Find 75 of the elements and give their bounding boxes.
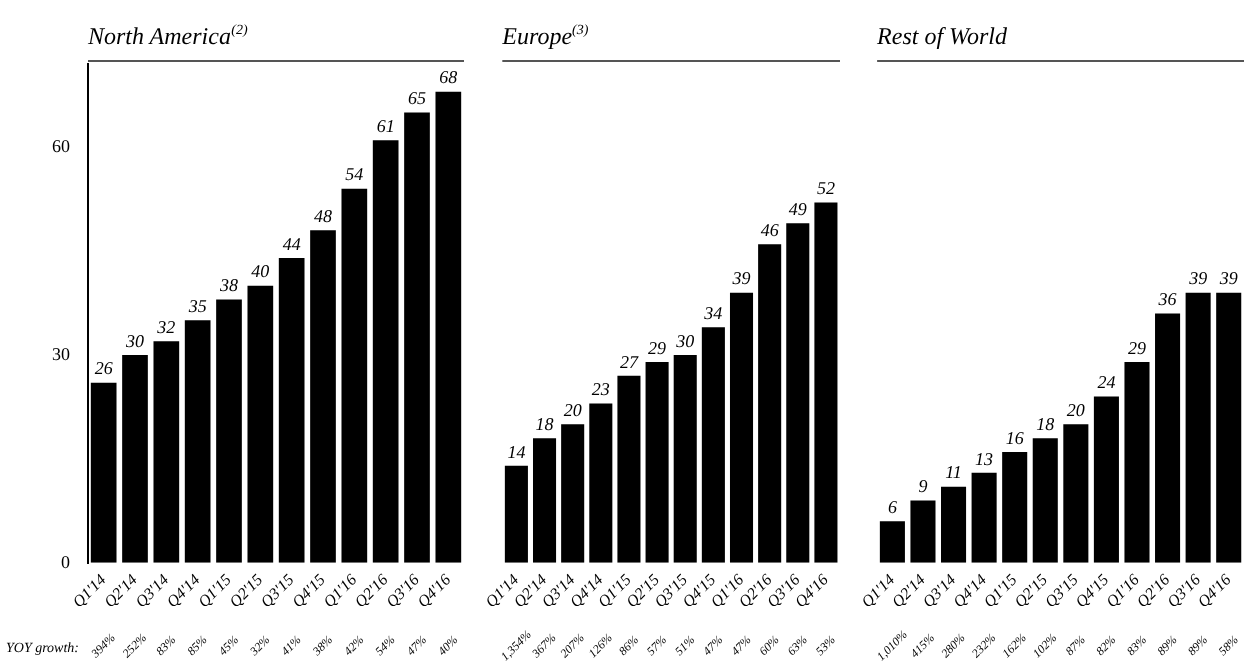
- data-label: 44: [282, 233, 302, 254]
- data-label: 9: [918, 476, 929, 497]
- bar: [758, 244, 782, 563]
- data-label: 65: [408, 88, 427, 109]
- data-label: 27: [619, 351, 639, 372]
- data-label: 38: [218, 275, 239, 296]
- data-label: 39: [730, 268, 752, 289]
- bar: [278, 258, 305, 563]
- data-label: 24: [1097, 372, 1117, 393]
- data-label: 39: [1217, 268, 1239, 289]
- data-label: 54: [345, 164, 365, 185]
- data-label: 32: [155, 316, 177, 337]
- bar: [645, 361, 669, 563]
- data-label: 26: [94, 358, 114, 379]
- bar: [1124, 361, 1150, 563]
- data-label: 18: [535, 413, 555, 434]
- bar: [971, 472, 997, 563]
- data-label: 40: [251, 261, 271, 282]
- bar: [1185, 292, 1211, 563]
- bar: [617, 375, 641, 563]
- data-label: 48: [314, 206, 333, 227]
- bar: [1216, 292, 1242, 563]
- data-label: 29: [648, 337, 668, 358]
- bar: [1093, 396, 1119, 563]
- bar: [589, 403, 613, 563]
- data-label: 14: [507, 441, 527, 462]
- bar: [1063, 424, 1089, 563]
- bar: [404, 112, 430, 563]
- data-label: 36: [1156, 289, 1178, 310]
- bar: [814, 202, 838, 563]
- bar: [729, 292, 754, 563]
- bar: [673, 355, 697, 563]
- bar: [1155, 313, 1181, 563]
- bar: [879, 521, 905, 563]
- y-tick-label: 30: [52, 343, 71, 364]
- data-label: 20: [563, 400, 583, 421]
- bar: [941, 486, 967, 563]
- data-label: 20: [1066, 400, 1086, 421]
- bar: [435, 91, 462, 563]
- data-label: 46: [760, 219, 780, 240]
- data-label: 35: [186, 296, 208, 317]
- bar: [153, 341, 180, 563]
- data-label: 61: [376, 115, 395, 136]
- data-label: 16: [1005, 427, 1025, 448]
- bar: [310, 230, 336, 563]
- bar: [533, 438, 557, 563]
- bar: [341, 188, 368, 563]
- bar: [372, 140, 399, 563]
- bar: [701, 327, 725, 563]
- data-label: 23: [591, 379, 611, 400]
- data-label: 29: [1127, 337, 1147, 358]
- y-tick-label: 60: [52, 135, 71, 156]
- y-tick-label: 0: [61, 551, 71, 572]
- bar: [184, 320, 211, 563]
- data-label: 68: [439, 67, 459, 88]
- bar: [561, 424, 585, 563]
- data-label: 52: [816, 178, 836, 199]
- bar: [247, 285, 274, 563]
- data-label: 39: [1187, 268, 1209, 289]
- data-label: 30: [124, 330, 145, 351]
- data-label: 49: [788, 199, 808, 220]
- data-label: 11: [945, 462, 962, 483]
- data-label: 30: [674, 330, 696, 351]
- bar: [1002, 452, 1028, 563]
- bar: [1032, 438, 1058, 563]
- bar: [122, 355, 148, 563]
- bar: [216, 299, 242, 563]
- bar: [786, 223, 810, 563]
- chart-title: Rest of World: [875, 22, 1009, 50]
- data-label: 6: [887, 497, 898, 518]
- data-label: 18: [1036, 413, 1056, 434]
- bar: [504, 465, 528, 563]
- data-label: 34: [702, 303, 724, 324]
- bar: [910, 500, 936, 563]
- data-label: 13: [975, 448, 995, 469]
